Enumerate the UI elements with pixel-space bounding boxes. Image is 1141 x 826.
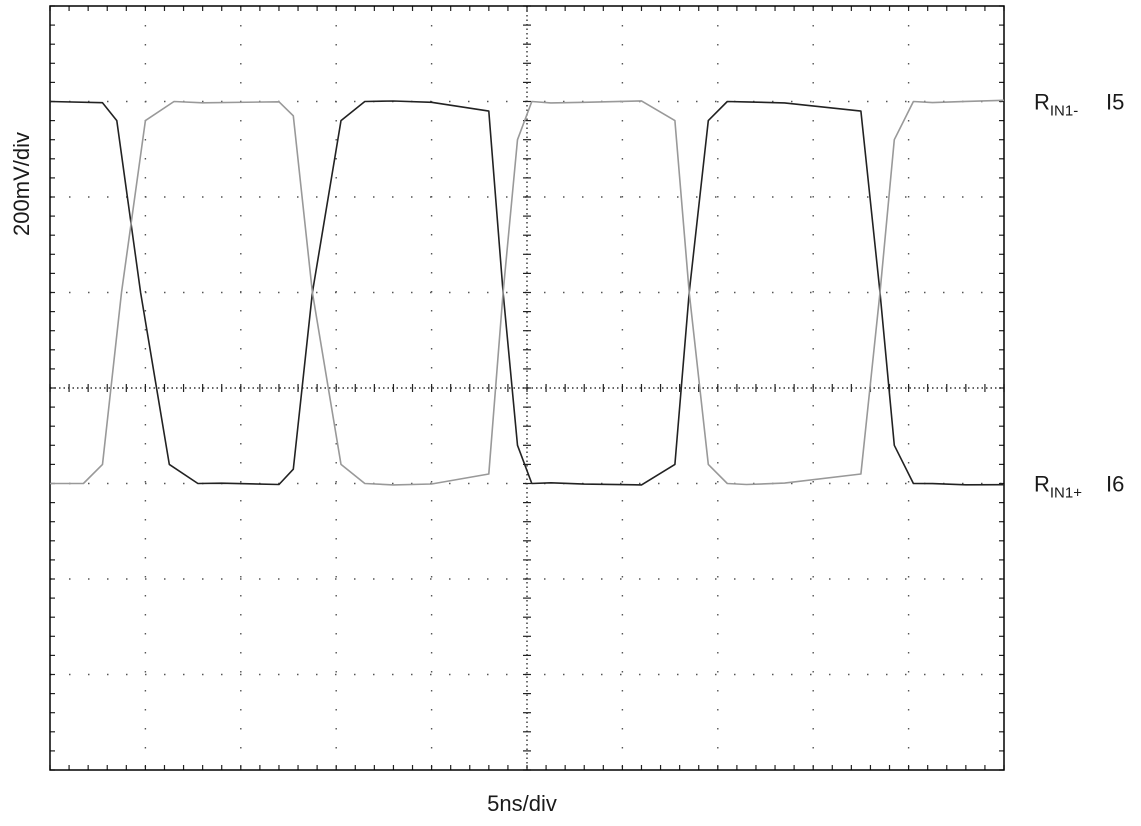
channel-marker-rin1-plus: I6 [1106,472,1124,497]
trace-rin1-minus [50,99,1005,486]
channel-labels: RIN1+ I6 RIN1- I5 [1034,90,1124,502]
channel-label-subscript: IN1+ [1050,485,1082,502]
channel-label-rin1-minus: RIN1- [1034,90,1078,120]
y-axis-label: 200mV/div [9,132,34,236]
channel-label-rin1-plus: RIN1+ [1034,472,1082,502]
trace-rin1-plus [49,100,1005,486]
grid [49,5,1005,771]
channel-marker-rin1-minus: I5 [1106,90,1124,115]
traces [49,99,1005,486]
plot-frame [49,5,1005,771]
x-axis-label: 5ns/div [487,791,557,816]
channel-label-subscript: IN1- [1050,103,1078,120]
